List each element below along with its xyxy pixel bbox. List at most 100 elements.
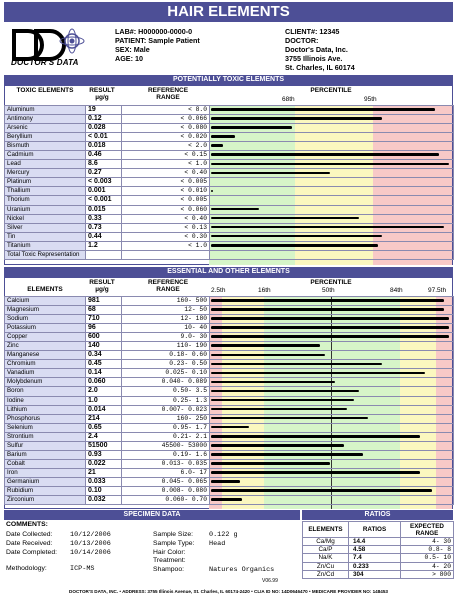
toxic-percentile-bar (211, 171, 330, 175)
essential-reference-range: 160- 500 (121, 295, 210, 307)
essential-result-value: 21 (85, 467, 122, 478)
doctor-label: DOCTOR: (285, 36, 319, 45)
essential-reference-range: 0.19- 1.6 (121, 449, 210, 460)
completed-label: Date Completed: (6, 548, 58, 556)
essential-row: Zinc 140 110- 190 (4, 341, 454, 352)
toxic-percentile-cell (209, 123, 454, 134)
ratio-row: Ca/Mg 14.4 4- 30 (302, 536, 454, 547)
essential-result-value: 2.0 (85, 386, 122, 397)
essential-element-name: Iodine (4, 395, 86, 406)
toxic-reference-range: < 0.30 (121, 231, 210, 242)
toxic-percentile-cell (209, 186, 454, 197)
essential-element-name: Boron (4, 386, 86, 397)
essential-percentile-cell (209, 495, 454, 506)
specimen-section-bar: SPECIMEN DATA (4, 510, 300, 520)
toxic-section-bar: POTENTIALLY TOXIC ELEMENTS (4, 75, 453, 85)
toxic-percentile-bar (211, 153, 440, 157)
ratio-element: Zn/Cd (302, 569, 349, 579)
essential-result-value: 0.10 (85, 485, 122, 497)
collected-label: Date Collected: (6, 531, 53, 538)
essential-result-value: 0.022 (85, 458, 122, 469)
essential-element-name: Lithium (4, 404, 86, 415)
essential-element-name: Barium (4, 449, 86, 460)
essential-percentile-bar (211, 335, 449, 338)
p97-5-label: 97.5th (428, 287, 447, 294)
essential-range-header: REFERENCE RANGE (147, 279, 189, 293)
toxic-result-value: 1.2 (85, 240, 122, 251)
essential-element-name: Iron (4, 467, 86, 478)
essential-percentile-bar (211, 326, 449, 329)
essential-reference-range: 0.18- 0.60 (121, 350, 210, 361)
toxic-result-value: 0.028 (85, 123, 122, 134)
essential-reference-range: 0.008- 0.080 (121, 485, 210, 497)
toxic-percentile-bar (211, 108, 435, 111)
treatment-label: Treatment: (153, 557, 186, 565)
type-value: Head (209, 539, 226, 548)
shampoo-value: Natures Organics (209, 566, 275, 575)
essential-reference-range: 9.0- 30 (121, 332, 210, 343)
collected-value: 10/12/2006 (70, 531, 111, 539)
toxic-element-name: Tin (4, 231, 86, 242)
client-address-1: 3755 Illinois Ave. (285, 54, 343, 63)
essential-reference-range: 0.025- 0.10 (121, 368, 210, 379)
toxic-reference-range: < 0.010 (121, 186, 210, 197)
toxic-percentile-bar (211, 234, 383, 238)
essential-element-name: Sodium (4, 314, 86, 325)
toxic-result-value: 0.018 (85, 141, 122, 152)
toxic-result-value: 0.46 (85, 150, 122, 161)
toxic-percentile-bar (211, 162, 449, 166)
essential-result-value: 0.033 (85, 476, 122, 487)
essential-reference-range: 0.060- 0.70 (121, 495, 210, 506)
toxic-reference-range: < 0.020 (121, 132, 210, 143)
lab-number: LAB#: H000000-0000-0 (115, 27, 193, 36)
toxic-percentile-cell (209, 249, 454, 260)
toxic-result-value: 19 (85, 104, 122, 116)
shampoo-label: Shampoo: (153, 566, 184, 574)
toxic-row: Beryllium < 0.01 < 0.020 (4, 132, 454, 143)
toxic-result-value: 0.33 (85, 213, 122, 224)
toxic-percentile-bar (211, 216, 359, 220)
essential-section-bar: ESSENTIAL AND OTHER ELEMENTS (4, 267, 453, 277)
essential-percentile-bar (211, 308, 445, 311)
essential-element-name: Strontium (4, 431, 86, 442)
toxic-reference-range (121, 249, 210, 260)
doctors-data-logo (12, 28, 85, 61)
toxic-result-value: 0.44 (85, 231, 122, 242)
essential-result-value: 981 (85, 295, 122, 307)
toxic-reference-range: < 0.005 (121, 177, 210, 188)
toxic-element-name: Total Toxic Representation (4, 249, 86, 260)
essential-element-name: Rubidium (4, 485, 86, 497)
toxic-row: Total Toxic Representation (4, 249, 454, 260)
essential-element-name: Calcium (4, 295, 86, 307)
specimen-left: Date Collected: 10/12/2006 Date Received:… (6, 531, 111, 574)
essential-result-value: 0.060 (85, 377, 122, 388)
ratio-expected: 4- 20 (400, 561, 454, 571)
essential-element-name: Vanadium (4, 368, 86, 379)
essential-result-value: 0.45 (85, 359, 122, 370)
toxic-element-name: Thorium (4, 195, 86, 206)
essential-percentile-bar (211, 371, 426, 375)
client-info: CLIENT#: 12345 DOCTOR: Doctor's Data, In… (285, 27, 355, 72)
essential-percentile-bar (211, 380, 335, 384)
patient-name: PATIENT: Sample Patient (115, 36, 200, 45)
essential-percentile-bar (211, 425, 250, 429)
toxic-row: Thorium < 0.001 < 0.005 (4, 195, 454, 206)
size-label: Sample Size: (153, 531, 194, 538)
essential-result-value: 214 (85, 413, 122, 424)
toxic-reference-range: < 0.060 (121, 204, 210, 215)
essential-result-value: 600 (85, 332, 122, 343)
ratio-ratios-header: RATIOS (348, 521, 401, 538)
toxic-percentile-header: PERCENTILE (310, 87, 352, 94)
toxic-reference-range: < 1.0 (121, 240, 210, 251)
essential-element-name: Chromium (4, 359, 86, 370)
logo-text: DOCTOR'S DATA (11, 58, 79, 67)
p50-label: 50th (322, 287, 335, 294)
toxic-row: Thallium 0.001 < 0.010 (4, 186, 454, 197)
toxic-element-name: Cadmium (4, 150, 86, 161)
essential-percentile-bar (211, 489, 433, 492)
method-value: ICP-MS (70, 565, 95, 574)
essential-reference-range: 0.21- 2.1 (121, 431, 210, 442)
essential-percentile-bar (211, 434, 421, 438)
doctor-name: Doctor's Data, Inc. (285, 45, 348, 54)
toxic-element-name: Arsenic (4, 123, 86, 134)
